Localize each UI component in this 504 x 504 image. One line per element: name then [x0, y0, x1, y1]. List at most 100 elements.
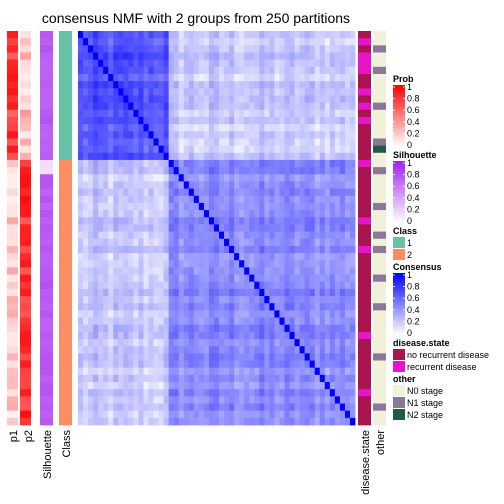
heatmap-cell [224, 346, 230, 354]
silhouette-cell [40, 382, 53, 390]
heatmap-cell [158, 281, 165, 290]
heatmap-cell [158, 59, 165, 68]
heatmap-cell [334, 231, 341, 240]
heatmap-cell [143, 174, 149, 182]
heatmap-cell [103, 116, 109, 125]
heatmap-cell [138, 260, 144, 268]
heatmap-cell [128, 31, 134, 39]
heatmap-cell [224, 145, 230, 154]
heatmap-cell [229, 138, 235, 147]
heatmap-cell [138, 52, 144, 61]
silhouette-cell [40, 210, 53, 218]
heatmap-cell [188, 245, 195, 254]
heatmap-cell [329, 389, 336, 397]
heatmap-cell [108, 202, 114, 211]
heatmap-cell [198, 202, 205, 211]
class-cell [59, 367, 72, 376]
heatmap-cell [148, 124, 154, 132]
heatmap-cell [78, 109, 84, 118]
heatmap-cell [203, 59, 210, 68]
heatmap-cell [128, 38, 134, 46]
heatmap-cell [304, 339, 311, 347]
heatmap-cell [208, 159, 215, 168]
heatmap-cell [254, 267, 260, 275]
heatmap-cell [329, 331, 336, 340]
heatmap-cell [203, 245, 210, 254]
heatmap-cell [314, 403, 321, 412]
heatmap-cell [259, 152, 265, 161]
heatmap-cell [319, 131, 326, 139]
disease-state-cell [358, 145, 371, 154]
heatmap-cell [163, 167, 170, 175]
heatmap-cell [193, 281, 200, 290]
heatmap-cell [188, 410, 195, 419]
heatmap-cell [294, 417, 300, 426]
heatmap-cell [138, 95, 144, 104]
heatmap-cell [234, 159, 240, 168]
p2-cell [20, 382, 31, 390]
heatmap-cell [143, 210, 149, 218]
heatmap-cell [349, 152, 356, 161]
heatmap-cell [198, 288, 205, 297]
heatmap-cell [213, 202, 220, 211]
heatmap-cell [314, 31, 321, 39]
heatmap-cell [78, 374, 84, 383]
heatmap-cell [168, 167, 175, 175]
legend-tick-label: 0.4 [407, 193, 420, 203]
heatmap-cell [183, 331, 190, 340]
other-cell [373, 167, 386, 175]
heatmap-cell [229, 159, 235, 168]
heatmap-cell [173, 339, 180, 347]
heatmap-cell [118, 152, 124, 161]
disease-state-cell [358, 310, 371, 318]
heatmap-cell [98, 245, 104, 254]
heatmap-cell [163, 274, 170, 283]
heatmap-cell [208, 389, 215, 397]
heatmap-cell [299, 317, 306, 326]
heatmap-cell [163, 181, 170, 189]
heatmap-cell [103, 389, 109, 397]
heatmap-cell [349, 45, 356, 53]
heatmap-cell [88, 245, 94, 254]
heatmap-cell [78, 174, 84, 182]
heatmap-cell [183, 124, 190, 132]
heatmap-cell [128, 410, 134, 419]
heatmap-cell [183, 152, 190, 161]
heatmap-cell [133, 159, 139, 168]
heatmap-cell [309, 274, 316, 283]
annotation-label: p1 [8, 430, 20, 442]
heatmap-cell [173, 396, 180, 404]
heatmap-cell [93, 317, 99, 326]
heatmap-cell [173, 45, 180, 53]
heatmap-cell [198, 410, 205, 419]
heatmap-cell [314, 109, 321, 118]
legend-tick-label: 1 [407, 158, 412, 168]
heatmap-cell [88, 224, 94, 232]
heatmap-cell [349, 195, 356, 204]
heatmap-cell [113, 396, 119, 404]
heatmap-cell [168, 81, 175, 89]
other-cell [373, 245, 386, 254]
heatmap-cell [274, 382, 280, 390]
heatmap-cell [148, 159, 154, 168]
heatmap-cell [239, 281, 245, 290]
heatmap-cell [259, 367, 265, 376]
heatmap-cell [108, 245, 114, 254]
other-cell [373, 296, 386, 304]
heatmap-cell [118, 31, 124, 39]
heatmap-cell [324, 174, 331, 182]
heatmap-cell [88, 38, 94, 46]
heatmap-cell [138, 324, 144, 333]
heatmap-cell [88, 159, 94, 168]
heatmap-cell [259, 410, 265, 419]
heatmap-cell [148, 195, 154, 204]
silhouette-cell [40, 73, 53, 82]
heatmap-cell [249, 281, 255, 290]
heatmap-cell [163, 188, 170, 197]
heatmap-cell [203, 281, 210, 290]
heatmap-cell [279, 52, 285, 61]
heatmap-cell [173, 73, 180, 82]
heatmap-cell [158, 238, 165, 247]
heatmap-cell [123, 417, 129, 426]
heatmap-cell [349, 131, 356, 139]
